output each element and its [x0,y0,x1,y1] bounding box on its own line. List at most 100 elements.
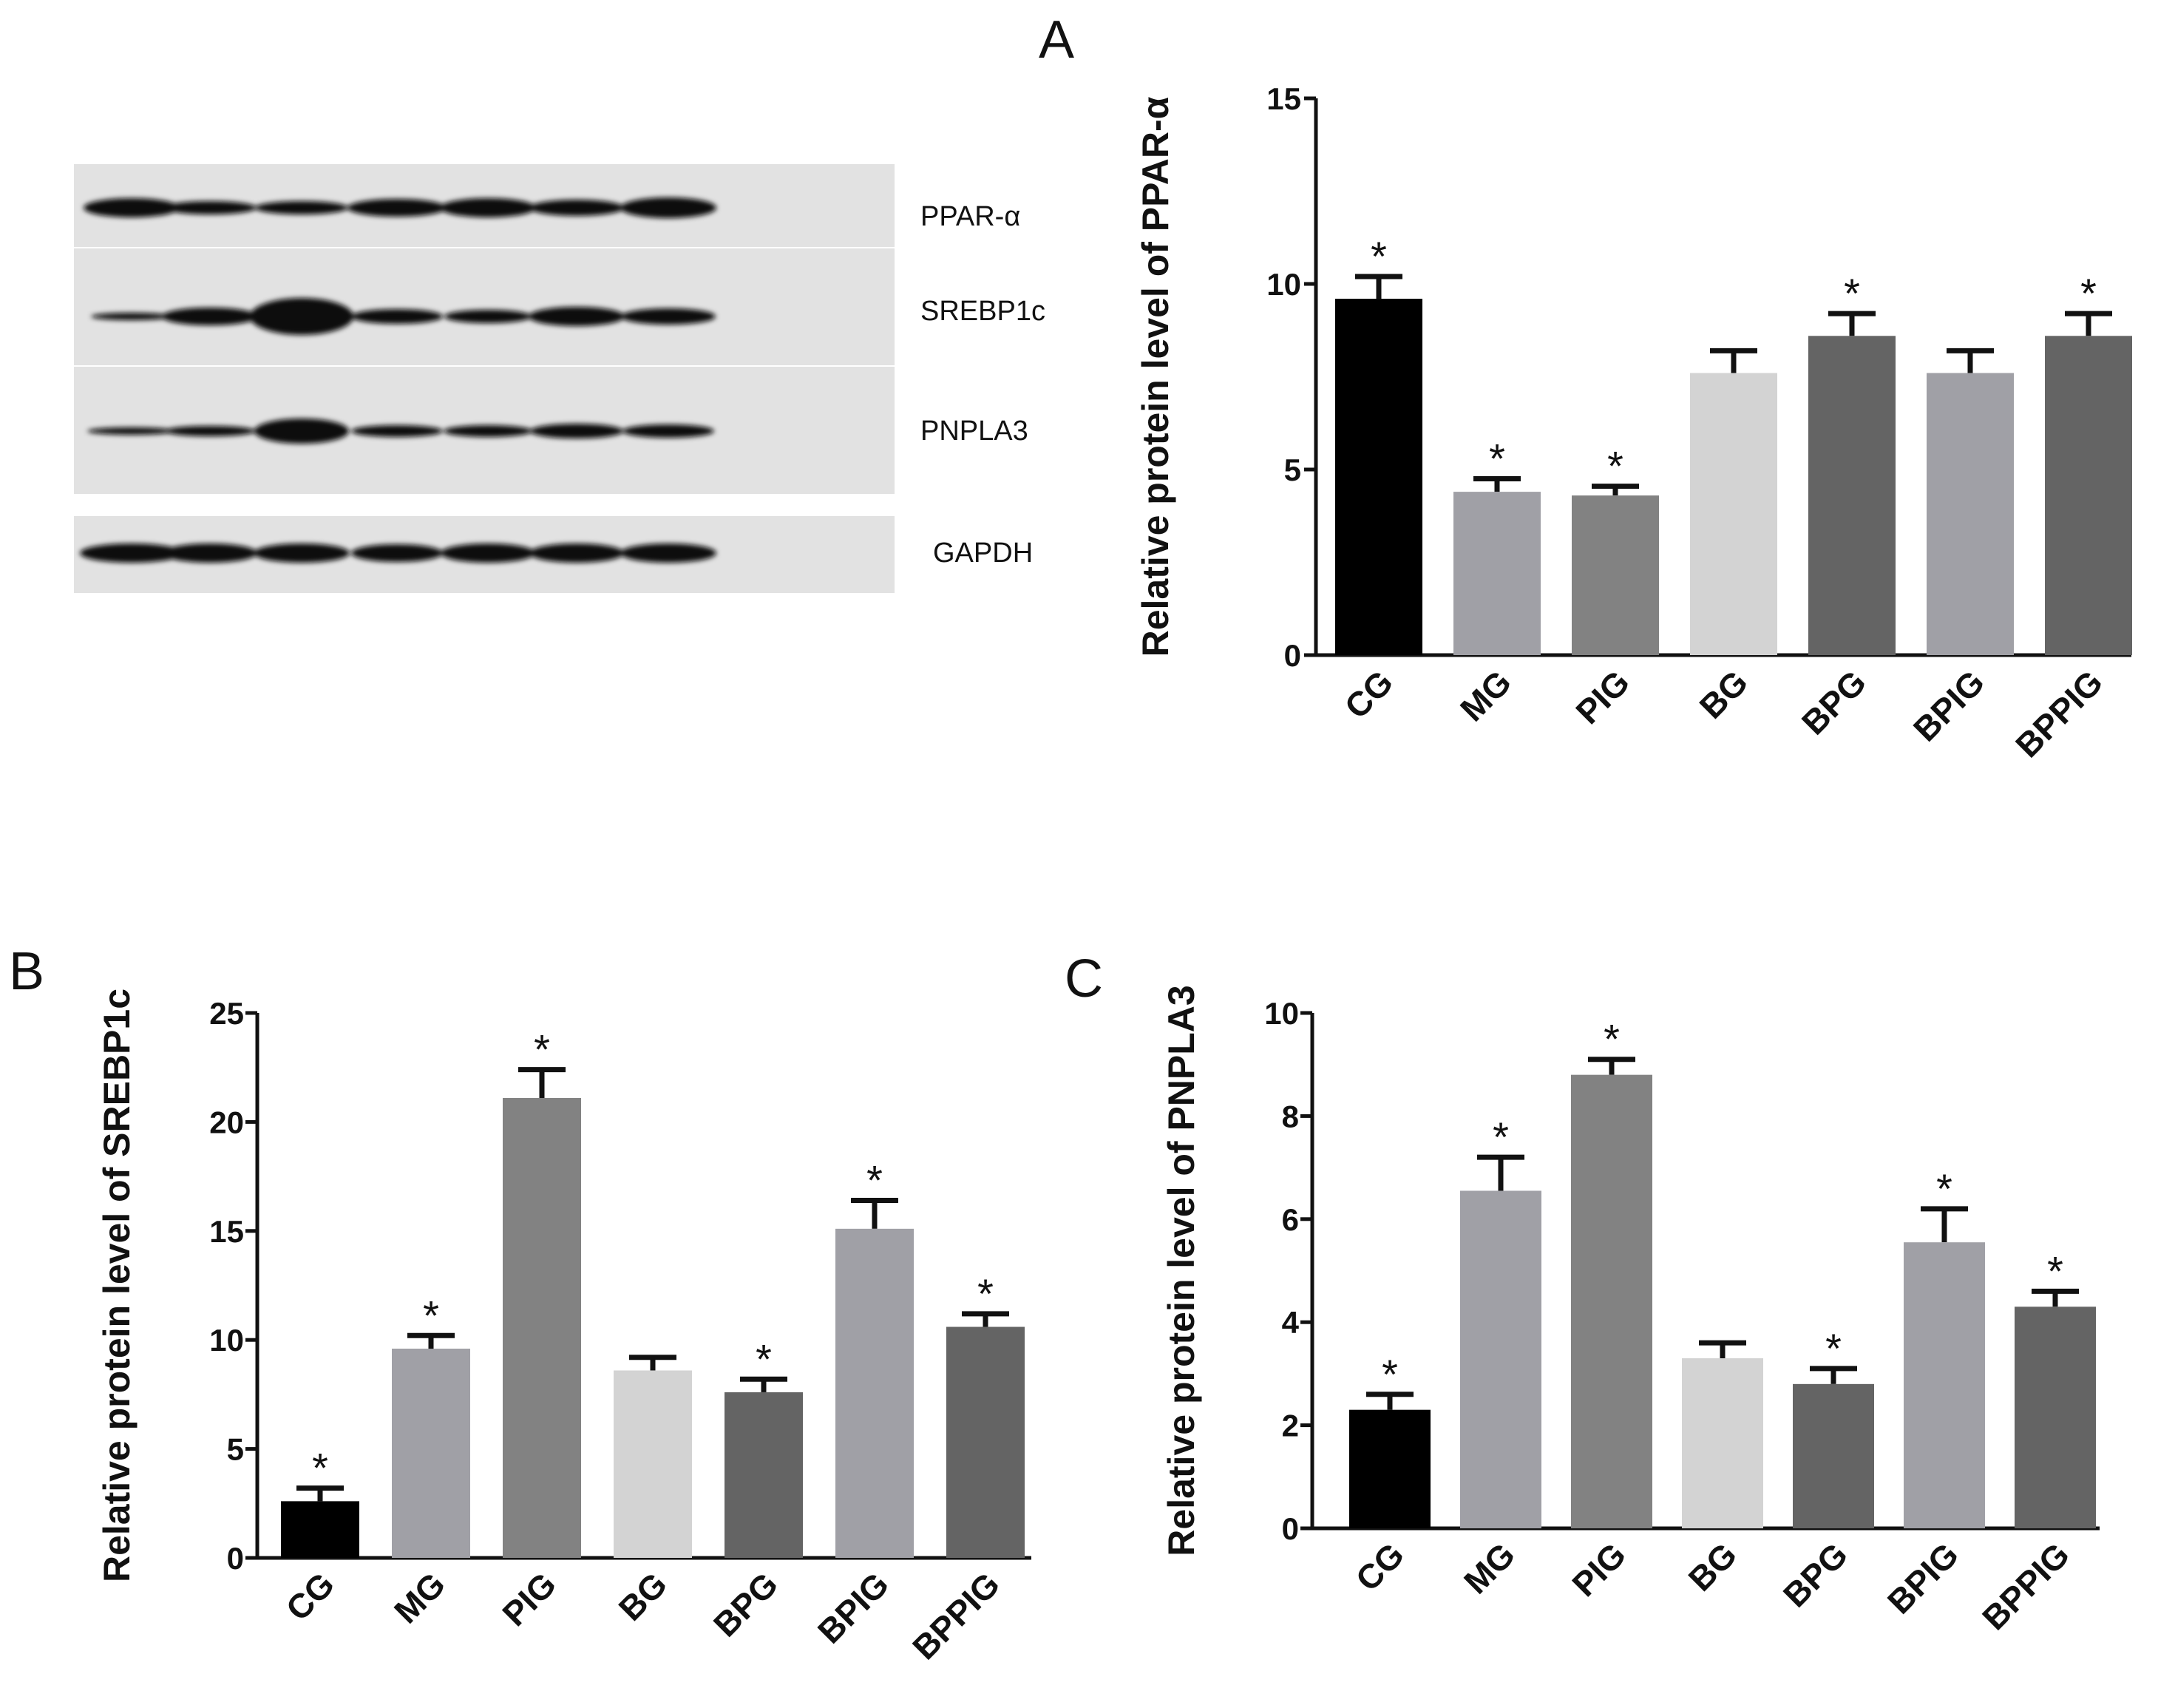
bar-mg [1453,492,1541,655]
bar-bpig [835,1228,914,1558]
x-tick-label: CG [279,1565,342,1628]
significance-star: * [1371,233,1387,279]
panel-letter-c: C [1065,949,1103,1009]
x-tick-label: BPPIG [2008,662,2110,765]
x-tick-label: BPIG [1906,662,1992,748]
blot-band [250,298,353,335]
blot-band [163,543,257,563]
bar-bpg [1808,336,1896,655]
y-tick-label: 20 [209,1105,244,1139]
significance-star: * [423,1292,439,1338]
x-tick-label: BPG [1794,662,1873,742]
blot-label-srebp1c: SREBP1c [920,296,1045,327]
bar-cg [281,1501,359,1558]
x-tick-label: CG [1348,1535,1412,1599]
blot-label-gapdh: GAPDH [933,538,1033,569]
blot-band [254,543,350,563]
blot-band [254,418,349,444]
x-tick-label: PIG [495,1565,563,1633]
y-tick-label: 0 [227,1541,244,1576]
blot-band [620,197,716,218]
y-tick-label: 15 [209,1214,244,1249]
blot-band [351,544,443,562]
blot-band [80,543,183,563]
blot-band [351,425,443,437]
panel-letter-b: B [9,942,44,1001]
x-tick-label: BG [1681,1535,1745,1599]
blot-band [162,308,258,325]
blot-band [529,200,624,216]
x-tick-label: BPIG [1880,1535,1966,1621]
x-tick-label: MG [1456,1535,1522,1601]
bar-bpg [1793,1383,1874,1528]
x-tick-label: MG [387,1565,452,1630]
y-tick-label: 15 [1266,81,1301,116]
bar-mg [392,1348,470,1558]
y-tick-label: 4 [1282,1305,1300,1340]
blot-band [441,543,535,563]
bar-cg [1335,299,1422,655]
y-tick-label: 5 [1284,453,1301,487]
significance-star: * [1844,270,1860,316]
x-tick-label: MG [1453,662,1519,728]
significance-star: * [1936,1165,1952,1212]
blot-band [163,201,257,214]
significance-star: * [1825,1325,1842,1372]
blot-band [255,201,348,214]
y-axis-title: Relative protein level of SREBP1c [96,989,138,1582]
bar-bppig [946,1326,1025,1558]
bar-pig [1571,1074,1652,1528]
x-tick-label: PIG [1568,662,1637,731]
western-blot: PPAR-α SREBP1c PNPLA3 GAPDH [74,164,1045,593]
significance-star: * [756,1335,772,1382]
blot-band [347,199,447,217]
chart-a: 0 5 10 15 Relative protein level of PPAR-α * C… [1135,81,2132,765]
significance-star: * [977,1270,994,1317]
blot-band [91,313,172,320]
x-tick-label: BPPIG [905,1565,1007,1667]
significance-star: * [1607,443,1623,489]
blot-strip-srebp1c [74,248,895,365]
y-tick-label: 10 [1264,996,1299,1031]
blot-band [87,427,176,435]
y-tick-label: 0 [1284,638,1301,673]
blot-band [622,424,714,438]
y-axis-title: Relative protein level of PNPLA3 [1161,985,1202,1556]
x-tick-label: PIG [1564,1535,1633,1604]
bar-bg [1682,1358,1763,1528]
significance-star: * [1604,1016,1620,1063]
bar-bpig [1927,373,2014,655]
significance-star: * [1489,436,1505,482]
y-tick-label: 2 [1282,1409,1299,1443]
y-tick-label: 0 [1282,1511,1299,1546]
bar-bpig [1904,1242,1985,1528]
blot-band [164,426,256,436]
x-tick-label: BPG [1776,1535,1855,1614]
blot-band [440,198,536,217]
blot-band [351,309,443,324]
bar-bppig [2015,1307,2096,1528]
blot-band [620,543,716,563]
significance-star: * [534,1026,550,1073]
x-tick-label: BPG [706,1565,785,1644]
bar-pig [503,1097,581,1558]
bar-bg [1690,373,1777,655]
y-tick-label: 25 [209,996,244,1031]
y-tick-label: 8 [1282,1099,1299,1133]
x-tick-label: BPIG [810,1565,896,1650]
significance-star: * [312,1445,328,1491]
bar-cg [1349,1409,1431,1528]
bar-bpg [725,1392,803,1558]
y-tick-label: 5 [227,1432,244,1467]
y-axis-title: Relative protein level of PPAR-α [1135,96,1176,657]
bar-mg [1460,1190,1541,1528]
chart-c: 0 2 4 6 8 10 Relative protein level of PNPLA3 *… [1161,985,2100,1637]
y-tick-label: 10 [1266,267,1301,302]
blot-band [444,310,532,323]
chart-b: 0 5 10 15 20 25 Relative protein level of SREB… [96,989,1031,1667]
blot-band [444,425,532,437]
significance-star: * [1493,1114,1509,1160]
blot-label-pnpla3: PNPLA3 [920,416,1028,447]
y-tick-label: 6 [1282,1202,1299,1237]
